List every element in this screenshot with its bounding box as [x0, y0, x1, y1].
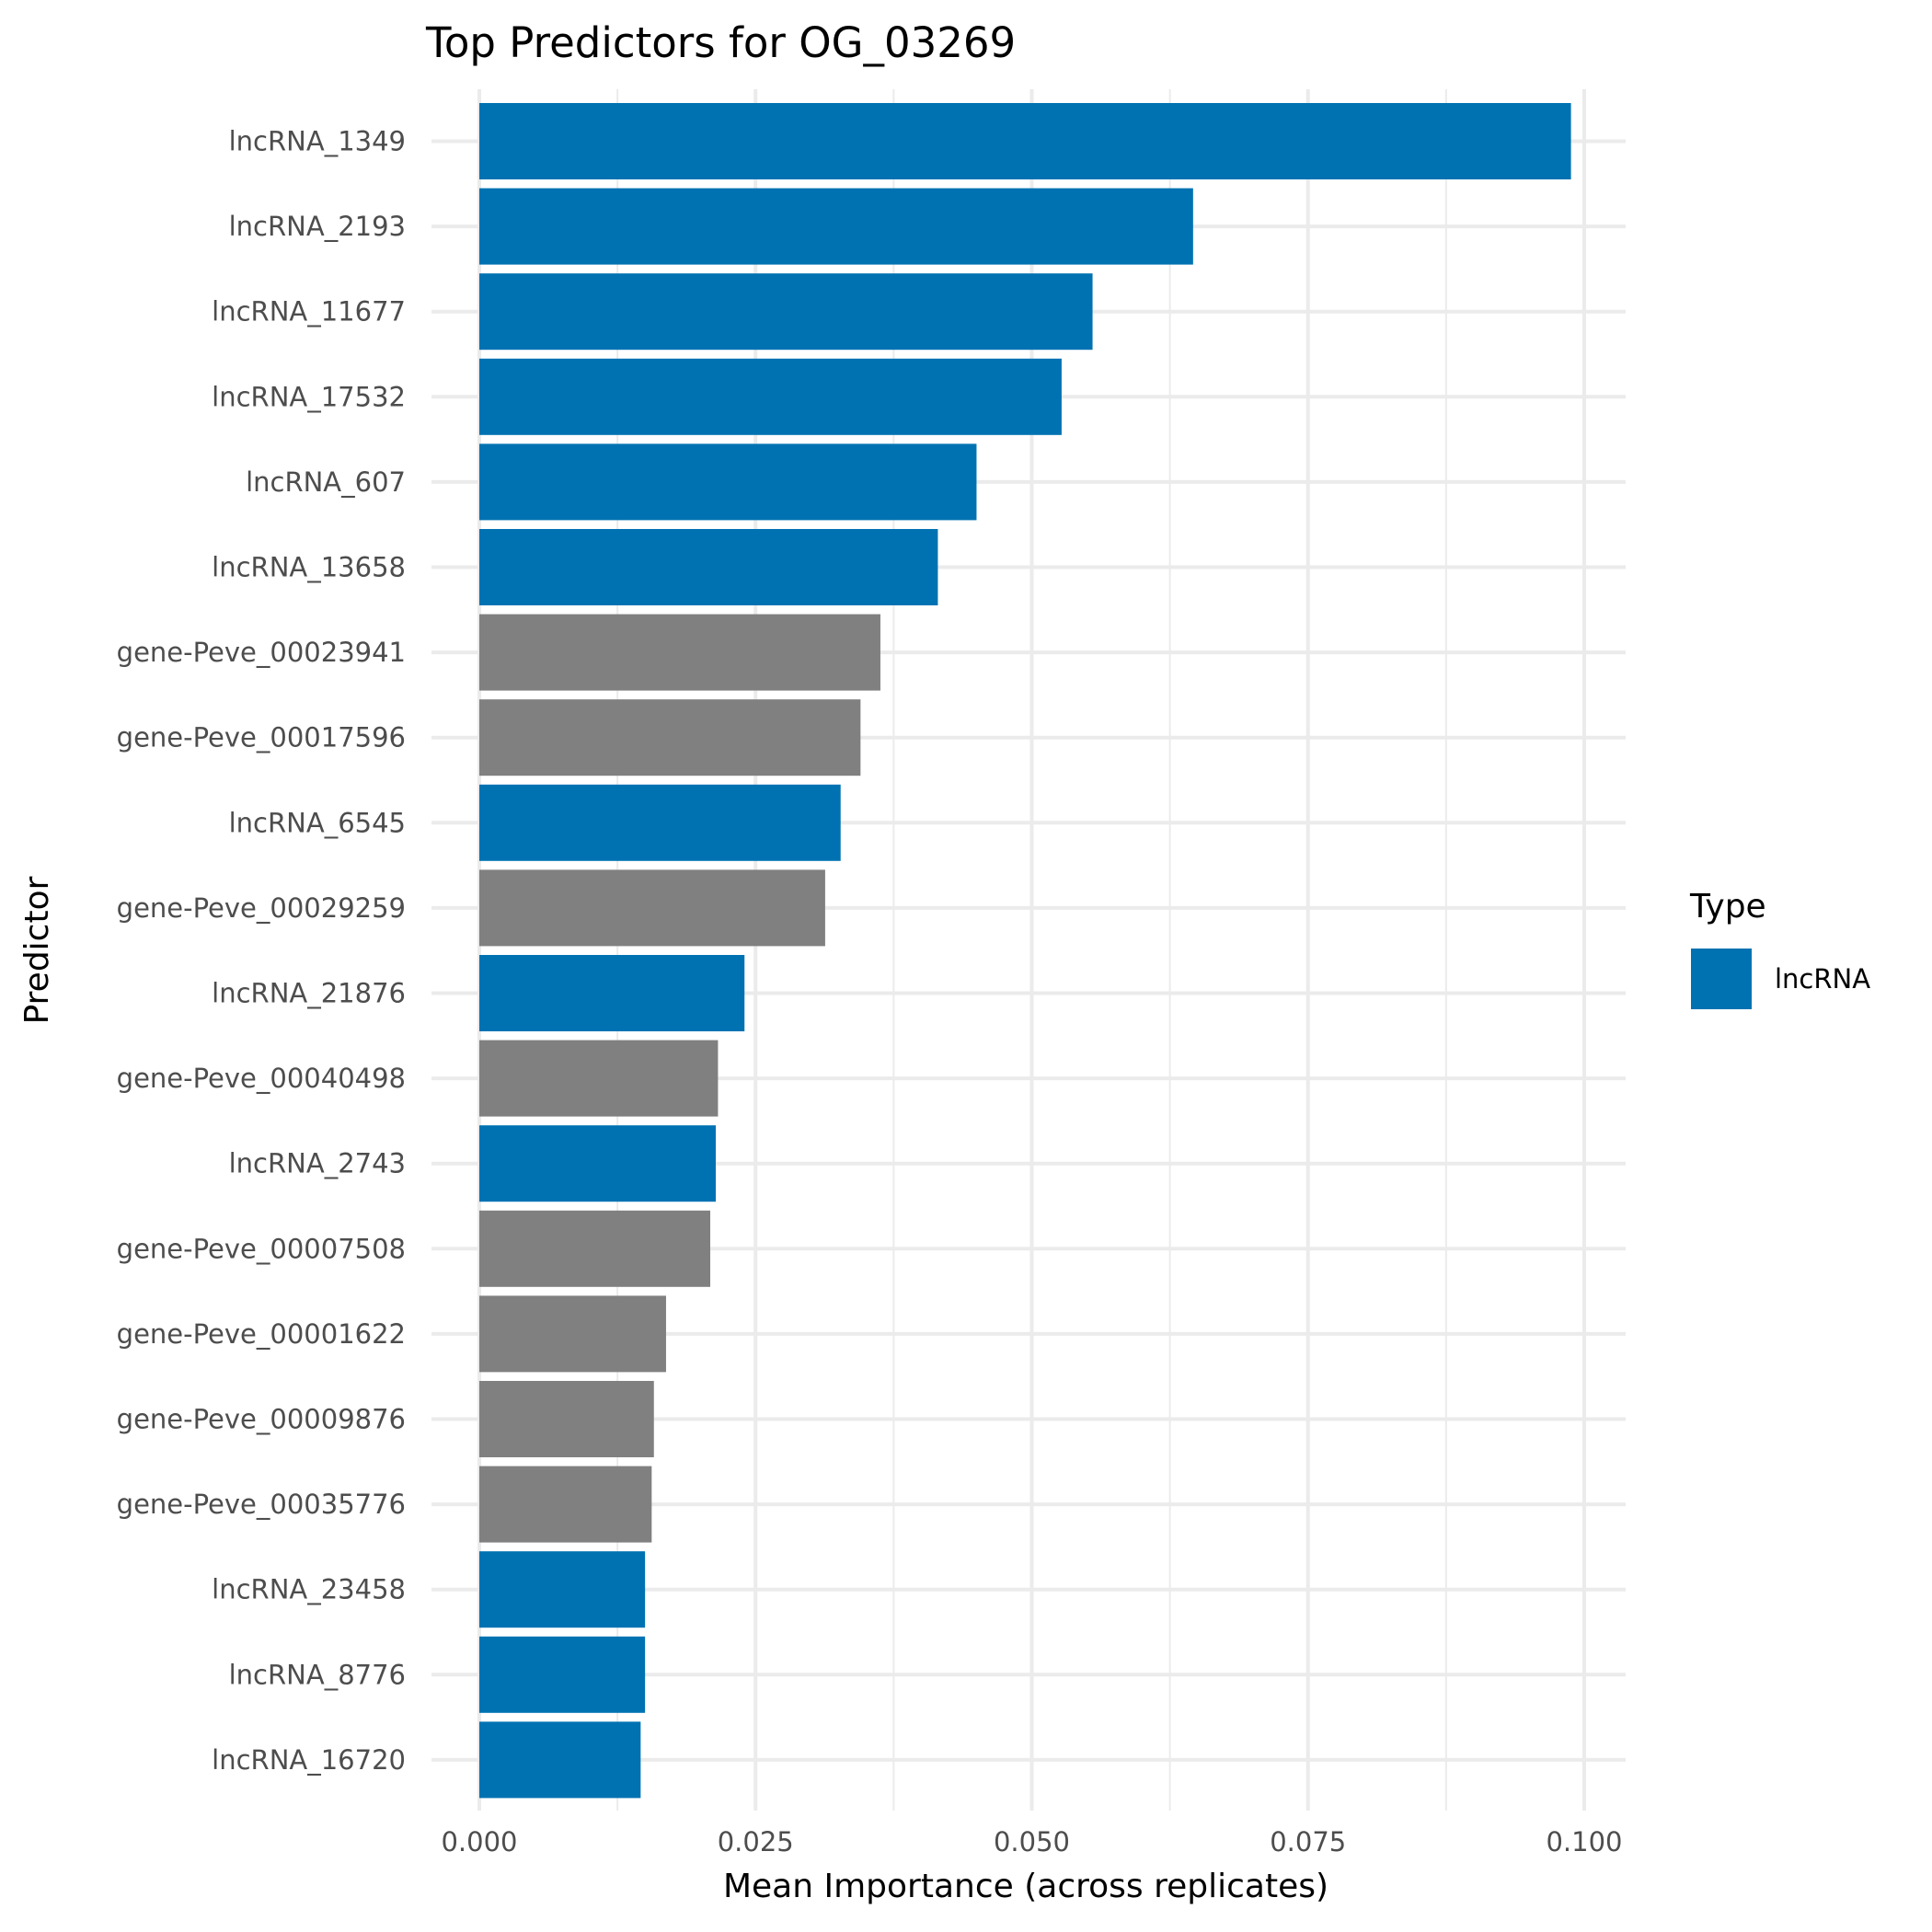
x-tick-label: 0.100	[1546, 1826, 1622, 1857]
bars	[479, 103, 1571, 1799]
y-tick-label: lncRNA_8776	[229, 1659, 406, 1690]
y-tick-label: gene-Peve_00001622	[117, 1318, 406, 1350]
bar-lncRNA_8776	[479, 1636, 646, 1713]
bar-lncRNA_1349	[479, 103, 1571, 179]
bar-gene-Peve_00017596	[479, 699, 861, 776]
bar-lncRNA_21876	[479, 955, 745, 1031]
y-tick-label: lncRNA_17532	[212, 381, 406, 412]
bar-gene-Peve_00040498	[479, 1040, 719, 1117]
y-tick-label: gene-Peve_00023941	[117, 637, 406, 668]
y-tick-label: gene-Peve_00035776	[117, 1489, 406, 1520]
bar-lncRNA_2193	[479, 188, 1193, 265]
y-tick-label: lncRNA_2193	[229, 211, 406, 242]
y-tick-label: lncRNA_23458	[212, 1574, 406, 1605]
x-axis-title: Mean Importance (across replicates)	[723, 1868, 1328, 1905]
legend-label-lncrna: lncRNA	[1775, 963, 1870, 995]
y-tick-label: gene-Peve_00017596	[117, 722, 406, 753]
bar-lncRNA_17532	[479, 358, 1062, 435]
y-tick-label: lncRNA_1349	[229, 126, 406, 157]
y-tick-label: gene-Peve_00029259	[117, 892, 406, 924]
y-axis-title: Predictor	[18, 876, 56, 1024]
bar-gene-Peve_00029259	[479, 869, 825, 947]
bar-gene-Peve_00023941	[479, 614, 880, 691]
bar-gene-Peve_00035776	[479, 1466, 652, 1543]
x-tick-labels: 0.000 0.025 0.050 0.075 0.100	[441, 1826, 1622, 1857]
bar-lncRNA_2743	[479, 1125, 717, 1202]
y-tick-label: lncRNA_11677	[212, 296, 406, 328]
bar-gene-Peve_00001622	[479, 1295, 666, 1373]
legend-title: Type	[1689, 888, 1766, 926]
bar-lncRNA_16720	[479, 1721, 641, 1799]
bar-lncRNA_23458	[479, 1551, 646, 1628]
x-tick-label: 0.000	[441, 1826, 517, 1857]
y-tick-label: gene-Peve_00040498	[117, 1063, 406, 1094]
bar-gene-Peve_00009876	[479, 1381, 654, 1457]
y-tick-label: lncRNA_21876	[212, 978, 406, 1009]
bar-lncRNA_13658	[479, 529, 938, 605]
y-tick-label: gene-Peve_00009876	[117, 1404, 406, 1435]
y-tick-label: lncRNA_2743	[229, 1148, 406, 1179]
x-tick-label: 0.075	[1270, 1826, 1346, 1857]
x-tick-label: 0.050	[994, 1826, 1070, 1857]
bar-lncRNA_6545	[479, 784, 841, 861]
y-tick-label: gene-Peve_00007508	[117, 1233, 406, 1264]
legend: Type lncRNA	[1689, 888, 1870, 1009]
y-tick-label: lncRNA_13658	[212, 552, 406, 583]
y-tick-labels: lncRNA_1349 lncRNA_2193 lncRNA_11677 lncRNA…	[117, 126, 406, 1776]
y-tick-label: lncRNA_6545	[229, 807, 406, 838]
y-tick-label: lncRNA_16720	[212, 1744, 406, 1776]
bar-lncRNA_11677	[479, 273, 1093, 351]
bar-lncRNA_607	[479, 443, 977, 521]
legend-key-lncrna	[1691, 949, 1752, 1009]
bar-gene-Peve_00007508	[479, 1210, 711, 1287]
y-tick-label: lncRNA_607	[246, 466, 406, 498]
x-tick-label: 0.025	[718, 1826, 794, 1857]
chart-title: Top Predictors for OG_03269	[425, 18, 1016, 67]
